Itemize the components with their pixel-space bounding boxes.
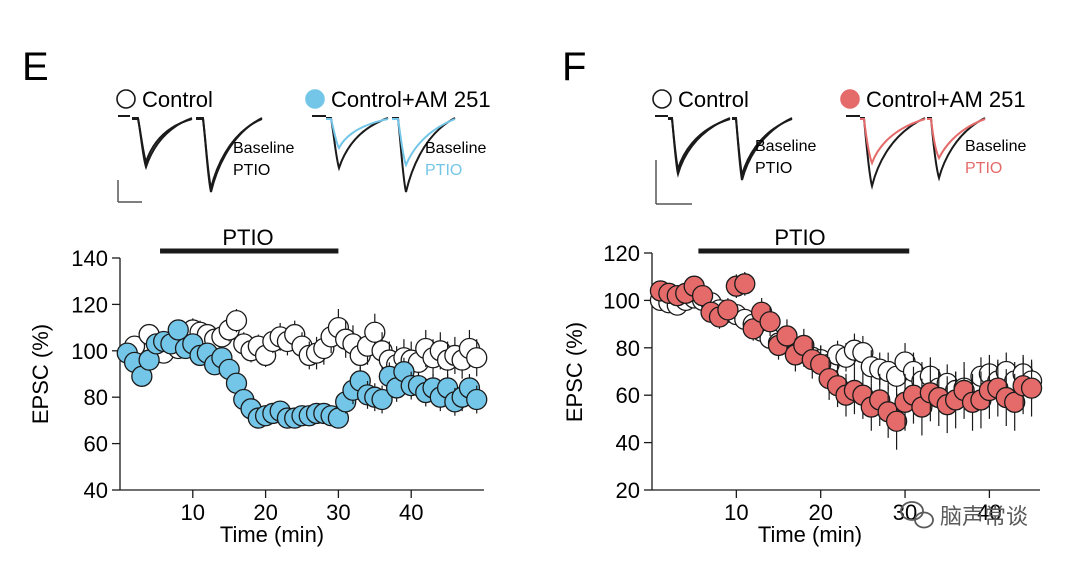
legend-control-label-e: Control <box>142 87 213 112</box>
y-tick-label: 100 <box>71 339 108 364</box>
legend-control-marker-e <box>116 89 136 109</box>
x-axis-label-f: Time (min) <box>758 522 862 547</box>
x-tick-label: 30 <box>326 500 350 525</box>
panel-label-f: F <box>562 45 586 89</box>
legend-control-marker-f <box>652 89 672 109</box>
watermark-text: 脑声常谈 <box>940 504 1028 529</box>
x-tick-label: 40 <box>977 500 1001 525</box>
x-tick-label: 20 <box>253 500 277 525</box>
legend-treated-marker-e <box>305 89 325 109</box>
panel-label-e: E <box>22 45 49 89</box>
series-treated <box>116 319 488 429</box>
x-ticks-f: 10 20 30 40 <box>724 490 1002 525</box>
panel-e: E Control Control+AM 251 Baseline PTIO B… <box>22 45 491 547</box>
legend-treated-marker-f <box>840 89 860 109</box>
trace-label-baseline-treated-f: Baseline <box>965 138 1026 155</box>
y-tick-label: 20 <box>616 478 640 503</box>
trace-label-drug-treated-e: PTIO <box>425 162 462 179</box>
trace-label-baseline-control-f: Baseline <box>755 138 816 155</box>
epsc-traces-treated-f <box>846 115 986 190</box>
plot-area-e <box>116 309 488 429</box>
y-tick-label: 80 <box>84 385 108 410</box>
legend-treated-label-e: Control+AM 251 <box>331 87 491 112</box>
y-tick-label: 120 <box>71 292 108 317</box>
y-tick-label: 80 <box>616 336 640 361</box>
y-axis-label-f: EPSC (%) <box>562 322 587 422</box>
data-point <box>371 388 393 411</box>
data-point <box>717 299 739 321</box>
y-tick-label: 100 <box>603 288 640 313</box>
y-tick-label: 120 <box>603 241 640 266</box>
data-point <box>225 309 248 332</box>
plot-area-f <box>649 271 1043 450</box>
legend-treated-label-f: Control+AM 251 <box>866 87 1026 112</box>
data-point <box>466 347 488 369</box>
epsc-traces-control-f <box>655 115 793 205</box>
y-tick-label: 60 <box>84 432 108 457</box>
watermark: 脑声常谈 <box>900 501 1028 529</box>
y-ticks-e: 40 60 80 100 120 140 <box>71 246 120 503</box>
x-tick-label: 10 <box>181 500 205 525</box>
y-ticks-f: 20 40 60 80 100 120 <box>603 241 652 503</box>
treatment-bar-label-f: PTIO <box>774 225 825 250</box>
y-tick-label: 40 <box>84 478 108 503</box>
data-point <box>776 325 798 347</box>
trace-label-baseline-control-e: Baseline <box>233 140 294 157</box>
data-point <box>759 311 781 333</box>
x-axis-label-e: Time (min) <box>220 522 324 547</box>
data-point <box>167 319 189 341</box>
panel-f: F Control Control+AM 251 Baseline PTIO B… <box>562 45 1043 547</box>
y-tick-label: 140 <box>71 246 108 271</box>
data-point <box>1020 377 1043 399</box>
trace-label-drug-control-e: PTIO <box>233 162 270 179</box>
data-point <box>734 273 756 295</box>
data-point <box>364 321 386 343</box>
x-tick-label: 40 <box>399 500 423 525</box>
x-tick-label: 10 <box>724 500 748 525</box>
treatment-bar-label-e: PTIO <box>222 225 273 250</box>
epsc-traces-control-e <box>117 115 263 203</box>
x-tick-label: 20 <box>808 500 832 525</box>
legend-control-label-f: Control <box>678 87 749 112</box>
y-axis-label-e: EPSC (%) <box>28 324 53 424</box>
trace-label-drug-treated-f: PTIO <box>965 160 1002 177</box>
y-tick-label: 60 <box>616 383 640 408</box>
data-point <box>885 410 908 432</box>
y-tick-label: 40 <box>616 431 640 456</box>
data-point <box>1004 391 1026 413</box>
wechat-icon <box>900 501 934 529</box>
x-ticks-e: 10 20 30 40 <box>181 490 423 525</box>
series-treated <box>649 271 1043 450</box>
data-point <box>466 388 488 411</box>
data-point <box>691 285 714 307</box>
trace-label-drug-control-f: PTIO <box>755 160 792 177</box>
epsc-traces-treated-e <box>312 115 456 193</box>
trace-label-baseline-treated-e: Baseline <box>425 140 486 157</box>
